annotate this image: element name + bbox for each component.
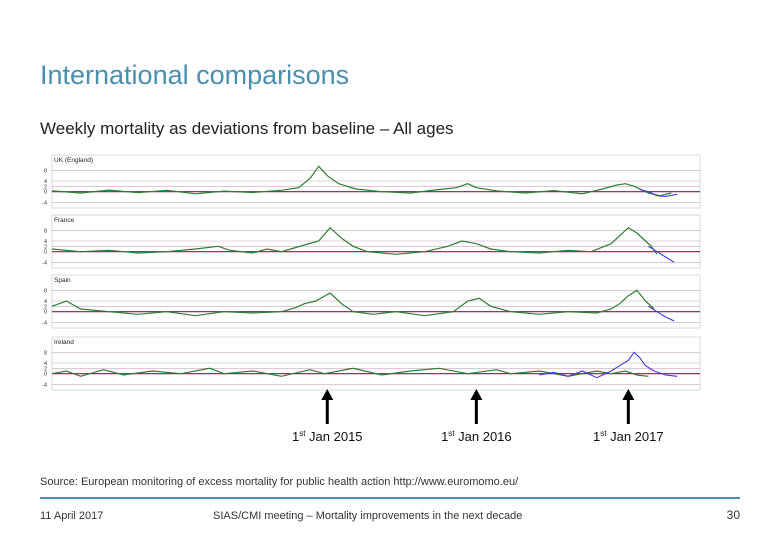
marker-arrow-head — [622, 389, 635, 400]
slide-title: International comparisons — [40, 60, 350, 90]
panel-country-label: Ireland — [54, 339, 74, 346]
footer-meeting: SIAS/CMI meeting – Mortality improvement… — [213, 510, 523, 522]
y-tick-label: 2 — [44, 184, 47, 190]
y-tick-label: 4 — [44, 361, 47, 367]
y-tick-label: 4 — [44, 299, 47, 305]
marker-arrow-head — [470, 389, 483, 400]
marker-label: 1st Jan 2016 — [441, 429, 512, 444]
series-line — [51, 289, 655, 317]
footer-date: 11 April 2017 — [40, 510, 104, 522]
series-line — [51, 226, 658, 255]
y-tick-label: 2 — [44, 244, 47, 250]
y-tick-label: 8 — [44, 168, 47, 174]
y-tick-label: 0 — [44, 372, 47, 378]
y-tick-label: -4 — [42, 320, 47, 326]
recent-series-line — [639, 188, 678, 198]
panel-country-label: Spain — [54, 277, 71, 284]
y-tick-label: 4 — [44, 239, 47, 245]
panel-frame — [51, 274, 701, 329]
y-tick-label: 8 — [44, 228, 47, 234]
y-tick-label: -4 — [42, 260, 47, 266]
footer-rule — [40, 497, 740, 499]
series-line — [51, 165, 672, 197]
y-tick-label: 8 — [44, 350, 47, 356]
marker-arrow-head — [321, 389, 334, 400]
y-tick-label: 2 — [44, 366, 47, 372]
recent-series-line — [648, 305, 675, 322]
y-tick-label: -4 — [42, 382, 47, 388]
y-tick-label: 0 — [44, 250, 47, 256]
panel-frame — [51, 154, 701, 209]
recent-series-line — [648, 245, 675, 263]
source-note: Source: European monitoring of excess mo… — [40, 476, 519, 488]
y-tick-label: 0 — [44, 190, 47, 196]
panel-frame — [51, 214, 701, 269]
recent-series-line — [539, 351, 678, 379]
y-tick-label: 4 — [44, 179, 47, 185]
panel-frame — [51, 336, 701, 391]
marker-label: 1st Jan 2015 — [292, 429, 363, 444]
panel-country-label: UK (England) — [54, 157, 93, 164]
marker-label: 1st Jan 2017 — [593, 429, 664, 444]
y-tick-label: 0 — [44, 310, 47, 316]
y-tick-label: -4 — [42, 200, 47, 206]
slide-subtitle: Weekly mortality as deviations from base… — [40, 119, 454, 138]
panel-country-label: France — [54, 217, 75, 224]
page-number: 30 — [726, 508, 740, 522]
y-tick-label: 8 — [44, 288, 47, 294]
y-tick-label: 2 — [44, 304, 47, 310]
